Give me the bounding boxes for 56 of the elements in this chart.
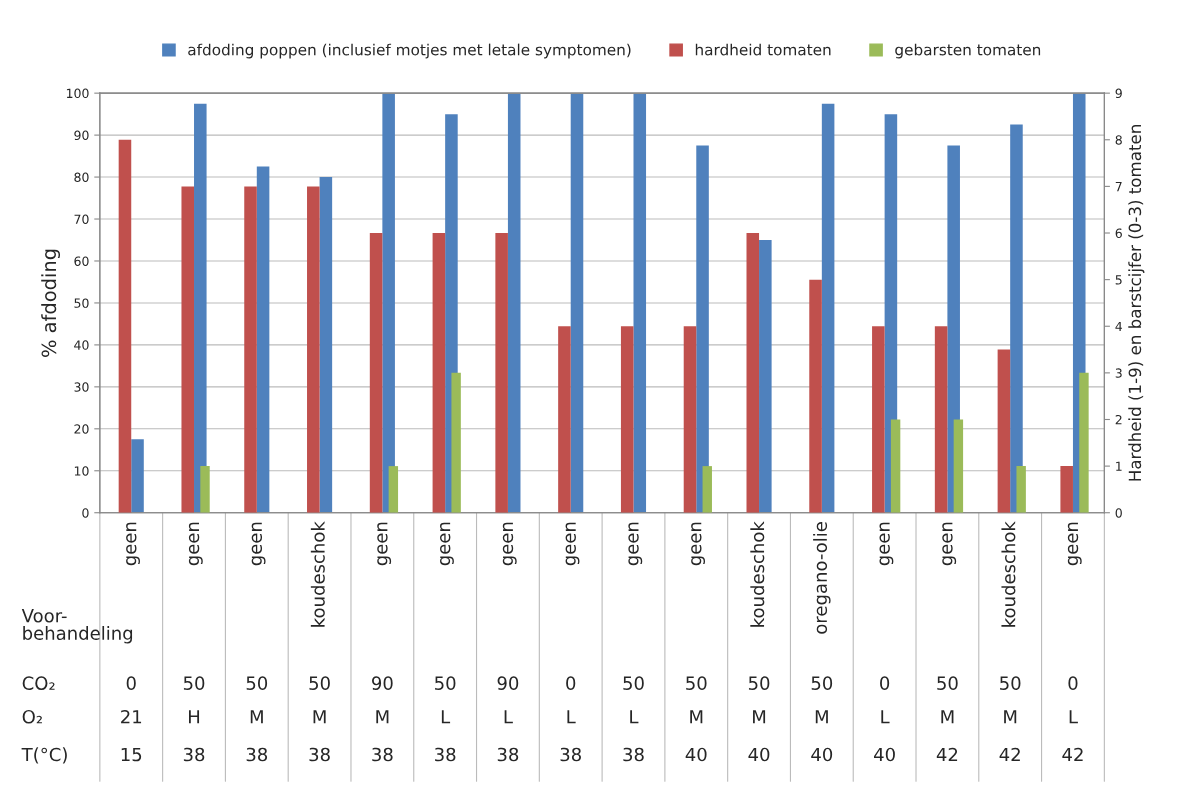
category-label: geen 0 L 42 [1062,522,1083,762]
category-label: geen 50 L 38 [623,522,644,762]
y2-axis-title: Hardheid (1-9) en barstcijfer (0-3) tomaten [1128,125,1145,481]
y2-tick-label: 5 [1115,275,1122,285]
category-label: geen 90 L 38 [497,522,519,762]
category-label: koudeschok 50 M 42 [999,521,1021,762]
category-label: geen 50 M 38 [246,522,268,762]
category-label: koudeschok 50 M 38 [309,521,330,762]
category-label: geen 0 L 40 [874,522,895,762]
text: T(°C) [21,747,67,764]
y-axis-title: % afdoding [41,249,61,357]
y2-tick-label: 0 [1115,508,1122,518]
category-label: koudeschok 50 M 40 [748,521,770,762]
bar [1060,466,1073,513]
y2-tick-label: 1 [1116,461,1122,471]
y2-tick-label: 2 [1115,414,1122,425]
y-tick-label: 100 [66,88,89,99]
y-tick-label: 70 [74,214,89,224]
y-tick-label: 0 [82,508,89,518]
y2-tick-label: 7 [1115,182,1122,192]
y-tick-label: 40 [74,340,89,350]
bar [200,466,210,513]
y-tick-label: 20 [74,424,89,434]
category-label: geen 50 M 40 [685,522,707,762]
category-label: geen 0 L 38 [560,522,581,762]
y2-tick-label: 4 [1115,321,1123,331]
y-tick-label: 50 [74,298,89,308]
bar [1016,466,1026,513]
y2-tick-label: 3 [1115,368,1122,378]
legend-label: afdoding poppen (inclusief motjes met letale symptomen) [188,43,631,59]
text: CO₂ [22,676,55,690]
category-label: geen 50 M 42 [936,522,958,762]
y2-tick-label: 9 [1115,88,1122,99]
text: Voor- behandeling [21,609,133,644]
y-tick-label: 10 [74,466,89,476]
legend-label: hardheid tomaten [695,43,831,56]
y-tick-label: 90 [74,130,89,141]
text: O₂ [22,709,42,724]
bar [118,139,132,513]
bar [131,439,144,513]
category-label: geen 50 L 38 [435,522,456,762]
bar [570,93,584,513]
y-tick-label: 30 [74,382,89,392]
legend-label: gebarsten tomaten [895,43,1041,59]
category-label: geen 50 H 38 [183,522,205,762]
bar [953,419,964,513]
category-label: oregano-olie 50 M 40 [811,522,833,762]
y-tick-label: 80 [74,172,89,182]
bar [633,93,647,513]
category-label: geen 90 M 38 [372,522,393,762]
y-tick-label: 60 [74,256,89,266]
bar [890,419,901,513]
y2-tick-label: 8 [1115,135,1122,145]
bar [702,466,712,513]
y2-tick-label: 6 [1115,228,1122,238]
bar [388,466,399,513]
